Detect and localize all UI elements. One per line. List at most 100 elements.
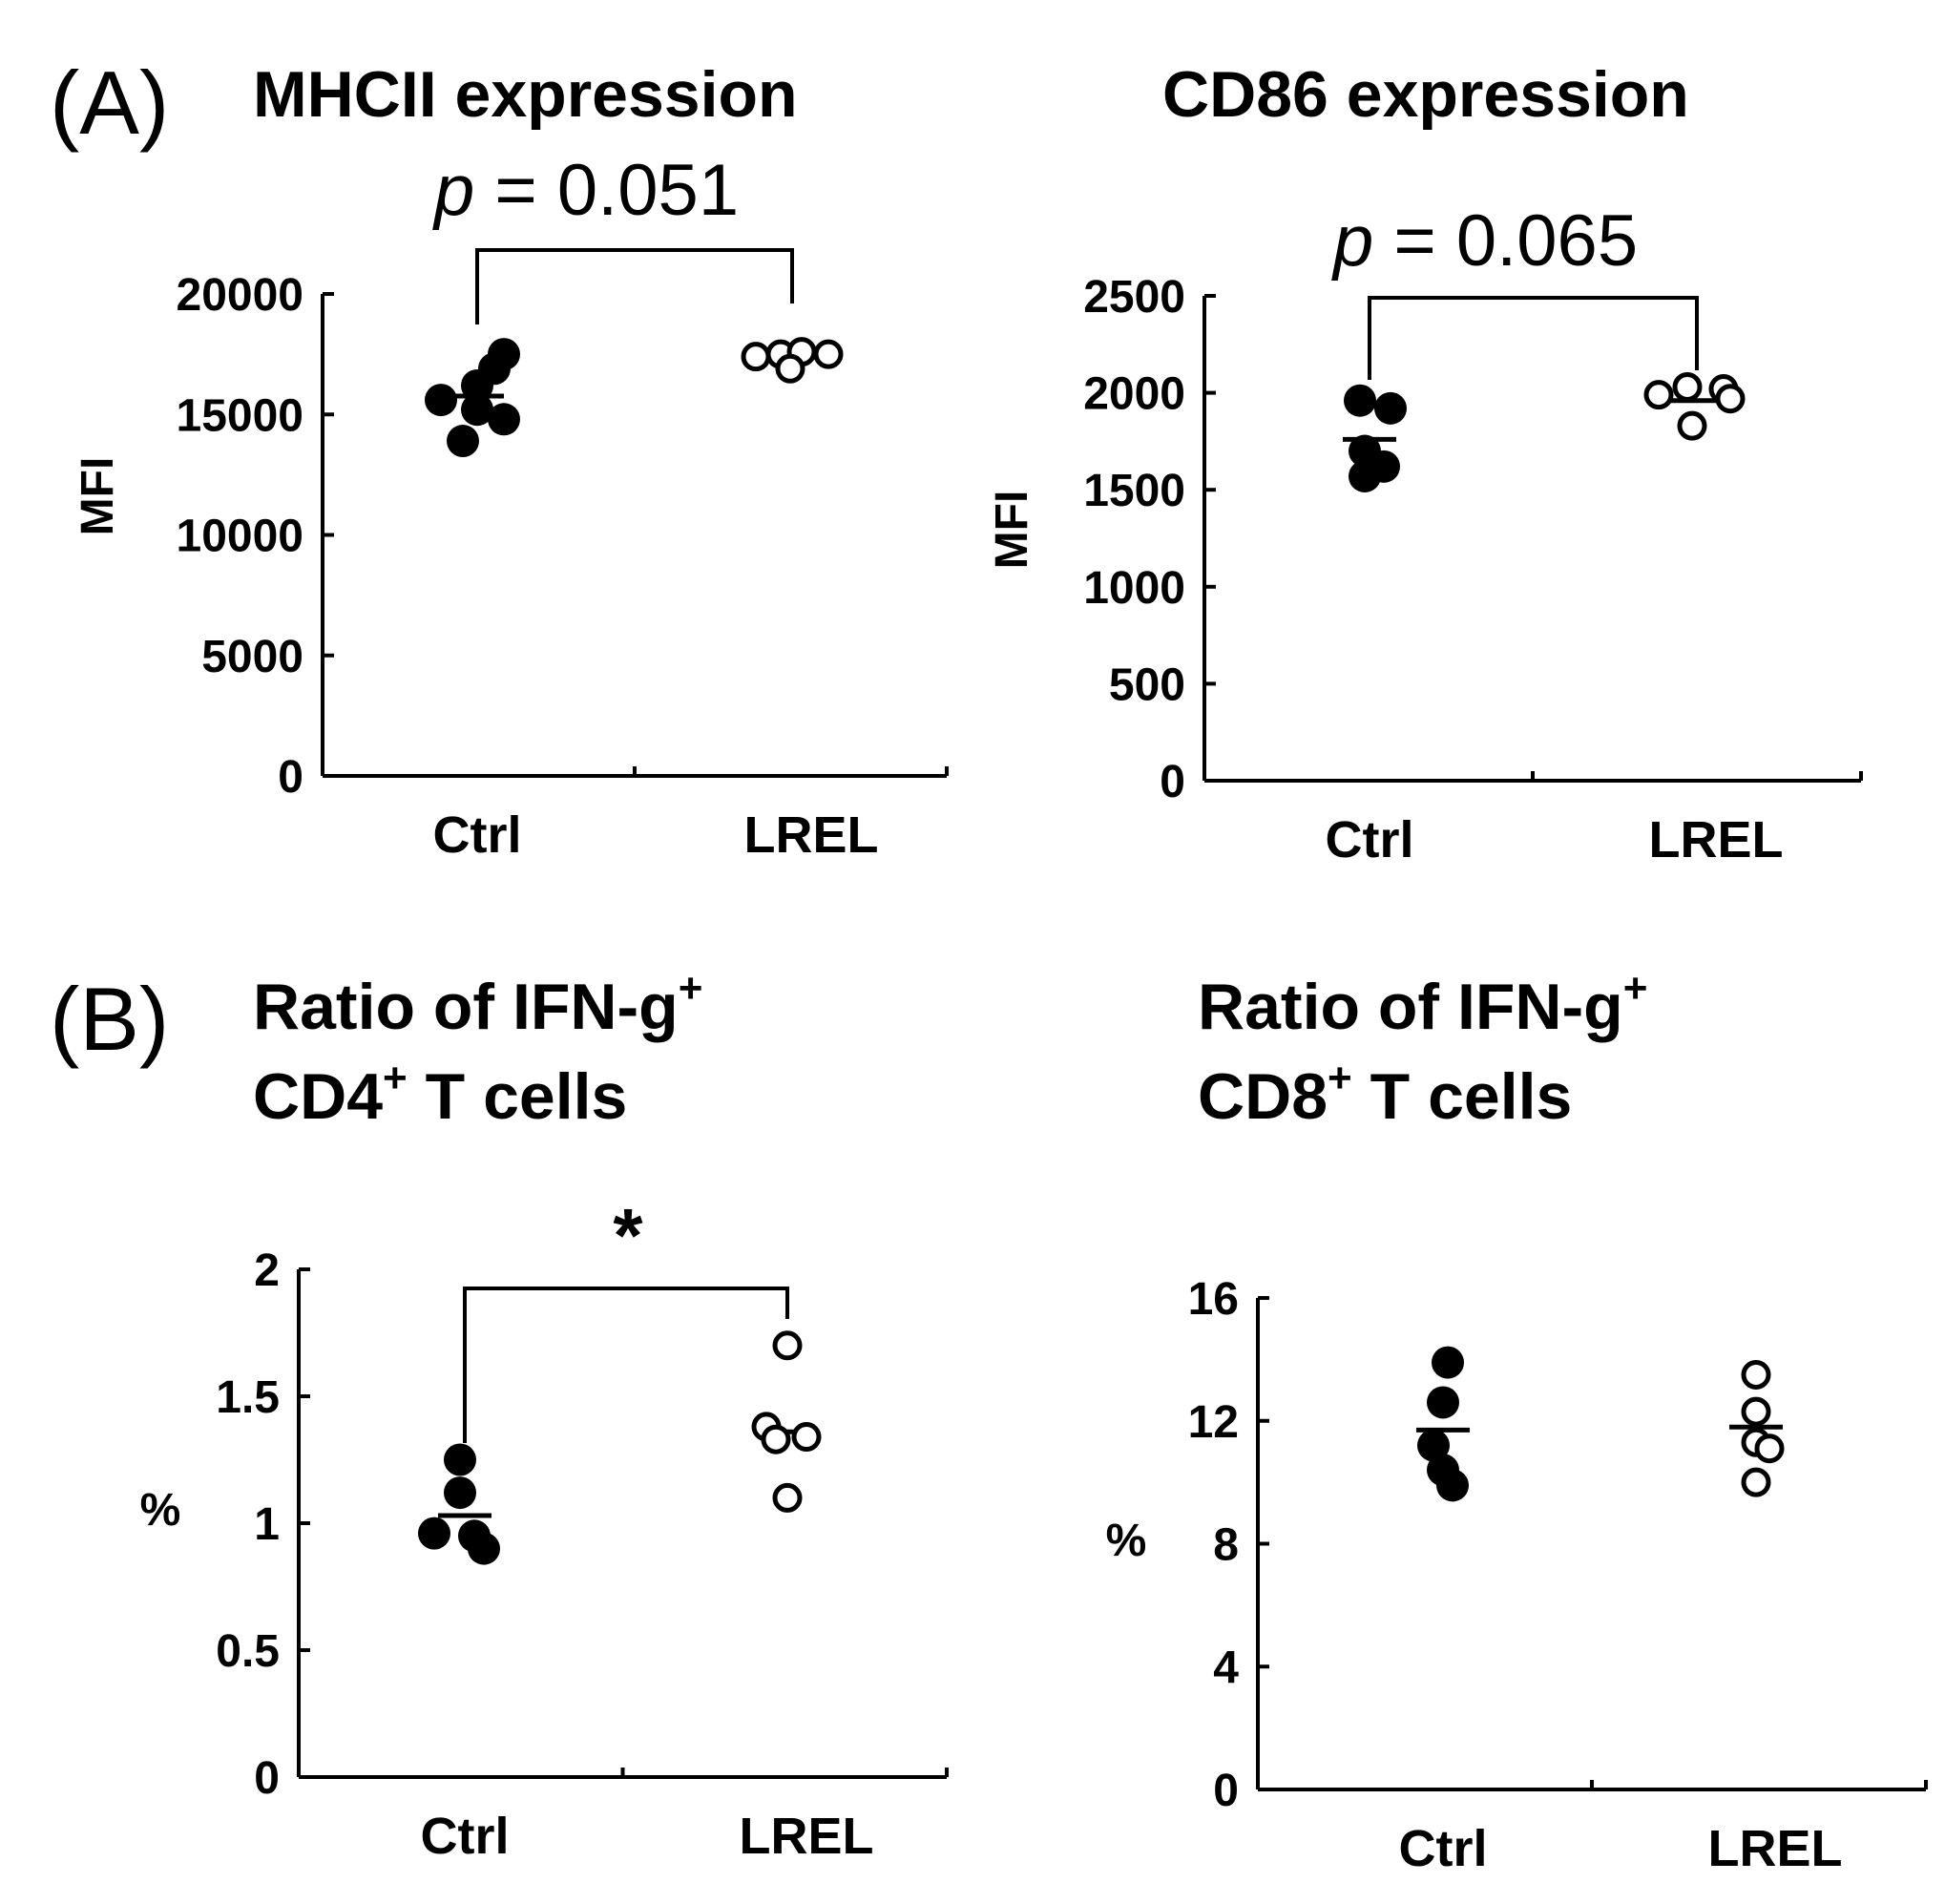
chart-cd86: CD86 expression p = 0.065 MFI 0 500 1000 15… [987, 58, 1863, 868]
data-point [1374, 391, 1407, 425]
title-main: Ratio of IFN-g [1198, 971, 1623, 1043]
chart-title: MHCII expression [253, 58, 798, 131]
x-categories: Ctrl LREL [1399, 1820, 1843, 1877]
y-tick-label: 1000 [1083, 563, 1185, 614]
data-point [444, 1476, 476, 1510]
x-category-label: Ctrl [421, 1808, 510, 1865]
title-line2-rest: T cells [1352, 1060, 1573, 1133]
axes [1256, 1298, 1928, 1791]
data-point [772, 1482, 803, 1513]
p-value-annotation: p = 0.065 [1331, 200, 1638, 282]
significance-star: * [613, 1193, 643, 1278]
data-points [425, 337, 844, 458]
data-point [1754, 1433, 1785, 1464]
data-point [488, 338, 520, 371]
title-main: Ratio of IFN-g [253, 971, 679, 1043]
data-point [418, 1517, 450, 1550]
y-tick-label: 15000 [177, 390, 303, 441]
y-tick-label: 0 [254, 1753, 280, 1804]
data-point [461, 393, 493, 427]
data-point [1427, 1386, 1459, 1419]
x-categories: Ctrl LREL [1326, 811, 1784, 868]
data-point [1741, 1396, 1771, 1427]
title-sup: + [679, 965, 703, 1012]
y-axis-label: % [140, 1485, 181, 1536]
panel-label-b: (B) [50, 969, 169, 1069]
y-tick-label: 20000 [177, 270, 303, 321]
data-point [1715, 384, 1746, 414]
significance-bracket [1368, 296, 1699, 380]
x-category-label: Ctrl [1399, 1820, 1488, 1877]
data-point [813, 339, 844, 369]
x-category-label: Ctrl [1326, 811, 1414, 868]
y-tick-label: 1.5 [216, 1372, 280, 1423]
data-point [1432, 1346, 1464, 1379]
y-tick-label: 1 [254, 1499, 280, 1550]
data-point [468, 1532, 500, 1565]
y-tick-label: 5000 [201, 632, 303, 682]
significance-bracket [475, 248, 794, 324]
p-symbol: p [432, 150, 474, 231]
p-value-text: = 0.065 [1373, 200, 1638, 282]
title-line2-sup: + [1328, 1055, 1352, 1101]
y-ticks: 0 0.5 1 1.5 2 [216, 1245, 310, 1804]
x-category-label: Ctrl [433, 806, 522, 864]
chart-cd4: Ratio of IFN-g+ CD4 + T cells * % 0 0.5 1 1.… [140, 965, 949, 1865]
data-points [1416, 1346, 1785, 1502]
x-category-label: LREL [740, 1808, 874, 1865]
p-symbol: p [1331, 200, 1373, 282]
data-point [447, 425, 479, 458]
data-point [1643, 380, 1674, 410]
y-tick-label: 0 [278, 752, 303, 803]
data-point [1672, 372, 1703, 403]
bracket-line [463, 1287, 789, 1443]
p-value-annotation: p = 0.051 [432, 150, 739, 231]
bracket-line [1368, 296, 1699, 380]
data-point [1349, 459, 1381, 492]
data-points [418, 1330, 822, 1565]
y-tick-label: 2500 [1083, 272, 1185, 323]
data-points [1343, 372, 1746, 492]
y-tick-label: 500 [1109, 659, 1185, 710]
y-axis-label: MFI [73, 457, 123, 536]
data-point [775, 353, 805, 384]
data-point [488, 403, 520, 436]
significance-bracket [463, 1287, 789, 1443]
x-category-label: LREL [1708, 1820, 1843, 1877]
data-point [1417, 1429, 1450, 1462]
data-point [1741, 1359, 1771, 1390]
data-point [791, 1422, 822, 1453]
y-tick-label: 8 [1213, 1520, 1239, 1571]
chart-title-line1: Ratio of IFN-g+ [253, 965, 702, 1043]
x-categories: Ctrl LREL [421, 1808, 874, 1865]
y-tick-label: 1500 [1083, 466, 1185, 516]
y-tick-label: 12 [1188, 1397, 1239, 1448]
title-line2-main: CD4 [253, 1060, 383, 1133]
p-value-text: = 0.051 [474, 150, 739, 231]
y-axis-label: MFI [987, 491, 1037, 570]
y-tick-label: 0.5 [216, 1626, 280, 1677]
bracket-line [475, 248, 794, 324]
data-point [425, 384, 457, 417]
axes [321, 294, 949, 778]
data-point [1436, 1469, 1469, 1502]
title-line2-main: CD8 [1198, 1060, 1328, 1133]
data-point [741, 342, 771, 372]
title-line2-rest: T cells [408, 1060, 628, 1133]
x-categories: Ctrl LREL [433, 806, 879, 864]
y-axis-label: % [1106, 1516, 1147, 1566]
panel-label-a: (A) [50, 52, 169, 153]
data-point [1741, 1467, 1771, 1497]
chart-mhcii: MHCII expression p = 0.051 MFI 0 5000 1000… [73, 58, 949, 864]
data-point [1677, 410, 1707, 441]
chart-title-line1: Ratio of IFN-g+ [1198, 965, 1647, 1043]
data-point [1344, 384, 1376, 417]
y-tick-label: 2000 [1083, 369, 1185, 420]
y-ticks: 0 5000 10000 15000 20000 [177, 270, 334, 803]
y-tick-label: 10000 [177, 512, 303, 562]
y-tick-label: 0 [1213, 1766, 1239, 1816]
axes [297, 1269, 949, 1779]
y-ticks: 0 500 1000 1500 2000 2500 [1083, 272, 1216, 807]
